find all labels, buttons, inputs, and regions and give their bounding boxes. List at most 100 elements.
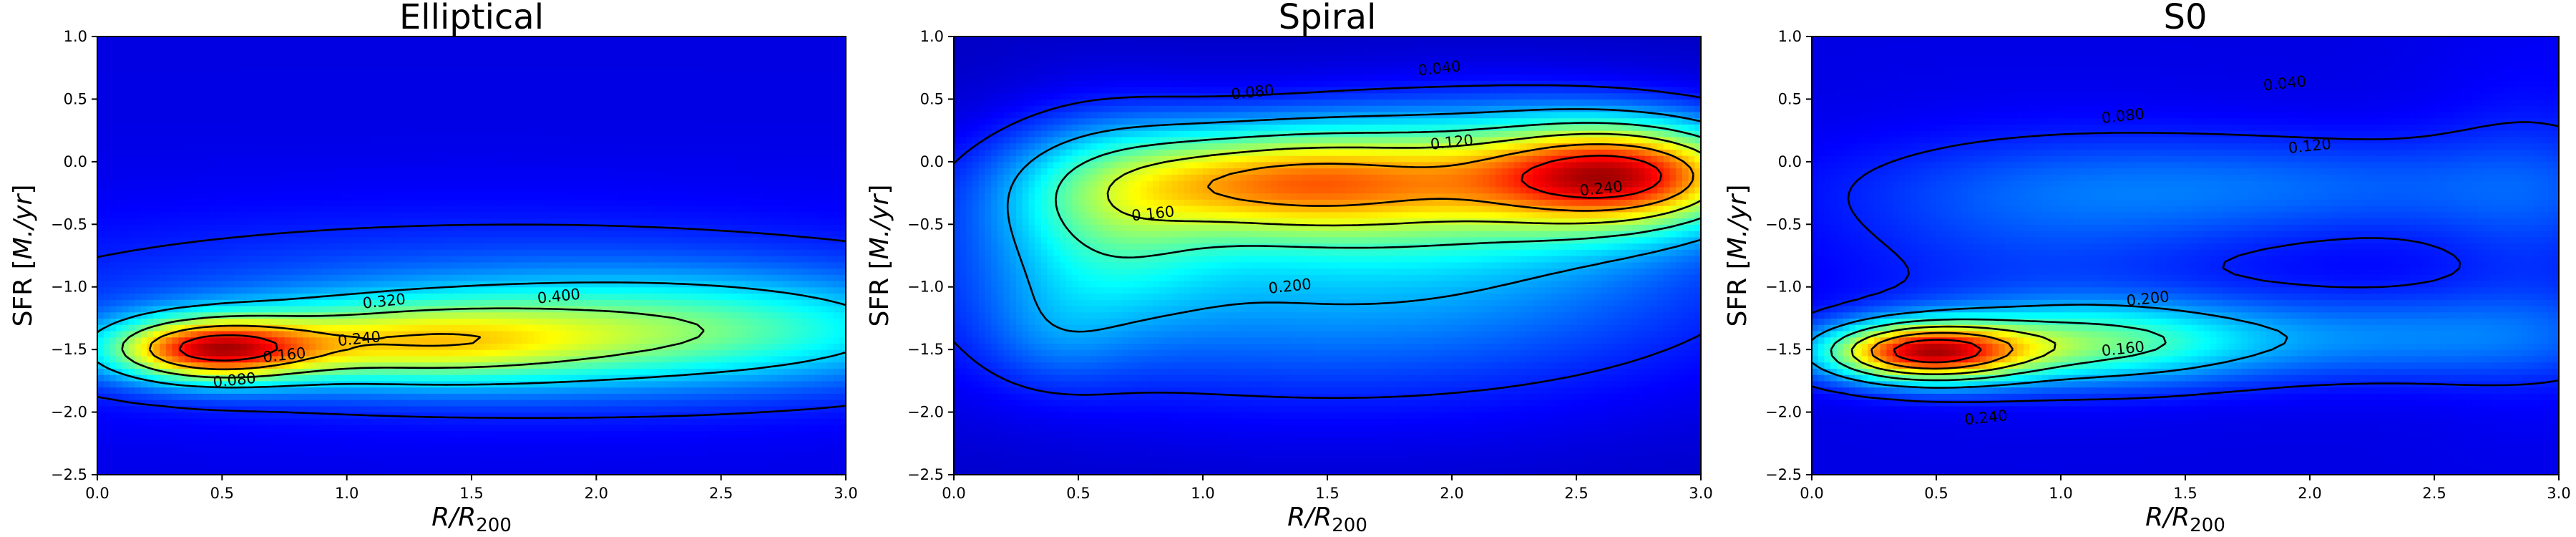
heatmap-cell	[178, 299, 185, 306]
heatmap-cell	[783, 425, 791, 432]
heatmap-cell	[353, 324, 360, 332]
heatmap-cell	[714, 243, 722, 250]
heatmap-cell	[321, 387, 329, 394]
heatmap-cell	[590, 405, 597, 413]
heatmap-cell	[821, 362, 828, 369]
heatmap-cell	[253, 355, 260, 363]
heatmap-cell	[135, 299, 142, 306]
heatmap-cell	[746, 324, 753, 332]
heatmap-cell	[116, 468, 123, 475]
heatmap-cell	[334, 211, 341, 219]
heatmap-cell	[185, 280, 192, 288]
heatmap-cell	[708, 280, 716, 288]
heatmap-cell	[228, 380, 235, 388]
heatmap-cell	[197, 443, 204, 450]
heatmap-cell	[153, 343, 160, 350]
heatmap-cell	[178, 425, 185, 432]
heatmap-cell	[602, 418, 610, 425]
heatmap-cell	[122, 362, 130, 369]
heatmap-cell	[209, 280, 217, 288]
heatmap-cell	[403, 280, 410, 288]
heatmap-cell	[316, 400, 323, 407]
heatmap-cell	[309, 236, 316, 244]
heatmap-cell	[764, 418, 771, 425]
heatmap-cell	[583, 337, 591, 344]
heatmap-cell	[440, 400, 447, 407]
heatmap-cell	[259, 405, 266, 413]
heatmap-cell	[670, 324, 678, 332]
heatmap-cell	[116, 418, 123, 425]
heatmap-cell	[683, 443, 691, 450]
heatmap-cell	[122, 412, 130, 419]
heatmap-cell	[165, 355, 173, 363]
heatmap-cell	[103, 305, 111, 313]
heatmap-cell	[259, 430, 266, 438]
heatmap-cell	[565, 412, 572, 419]
heatmap-cell	[789, 299, 796, 306]
heatmap-cell	[571, 349, 578, 357]
heatmap-cell	[814, 443, 821, 450]
heatmap-cell	[677, 393, 684, 400]
heatmap-cell	[509, 437, 516, 444]
heatmap-cell	[839, 400, 847, 407]
heatmap-cell	[552, 311, 560, 319]
heatmap-cell	[602, 393, 610, 400]
heatmap-cell	[128, 337, 135, 344]
heatmap-cell	[527, 425, 535, 432]
heatmap-cell	[833, 337, 840, 344]
heatmap-cell	[253, 418, 260, 425]
heatmap-cell	[240, 211, 248, 219]
heatmap-cell	[746, 349, 753, 357]
heatmap-cell	[334, 362, 341, 369]
heatmap-cell	[515, 418, 522, 425]
heatmap-cell	[477, 280, 485, 288]
heatmap-cell	[670, 443, 678, 450]
heatmap-cell	[571, 343, 578, 350]
heatmap-cell	[190, 443, 198, 450]
heatmap-cell	[215, 305, 223, 313]
heatmap-cell	[577, 418, 585, 425]
heatmap-cell	[284, 425, 291, 432]
heatmap-cell	[708, 425, 716, 432]
heatmap-cell	[789, 231, 796, 238]
heatmap-cell	[340, 286, 348, 294]
heatmap-cell	[627, 455, 635, 463]
heatmap-cell	[509, 324, 516, 332]
heatmap-cell	[284, 405, 291, 413]
heatmap-cell	[409, 305, 416, 313]
heatmap-cell	[122, 231, 130, 238]
heatmap-cell	[185, 286, 192, 294]
heatmap-cell	[521, 268, 529, 275]
heatmap-cell	[783, 343, 791, 350]
heatmap-cell	[296, 468, 304, 475]
heatmap-cell	[278, 400, 286, 407]
heatmap-cell	[409, 211, 416, 219]
heatmap-cell	[633, 243, 640, 250]
heatmap-cell	[477, 324, 485, 332]
heatmap-cell	[527, 318, 535, 325]
heatmap-cell	[116, 324, 123, 332]
heatmap-cell	[228, 430, 235, 438]
heatmap-cell	[801, 268, 809, 275]
heatmap-cell	[521, 236, 529, 244]
heatmap-cell	[633, 393, 640, 400]
heatmap-cell	[670, 450, 678, 457]
heatmap-cell	[197, 231, 204, 238]
heatmap-cell	[721, 362, 728, 369]
heatmap-cell	[821, 405, 828, 413]
heatmap-cell	[365, 324, 373, 332]
heatmap-cell	[627, 387, 635, 394]
heatmap-cell	[708, 462, 716, 469]
heatmap-cell	[777, 293, 784, 300]
heatmap-cell	[640, 218, 647, 225]
heatmap-cell	[135, 362, 142, 369]
heatmap-cell	[190, 355, 198, 363]
heatmap-cell	[739, 349, 747, 357]
heatmap-cell	[633, 256, 640, 263]
heatmap-cell	[247, 425, 254, 432]
heatmap-cell	[165, 393, 173, 400]
heatmap-cell	[222, 311, 229, 319]
heatmap-cell	[334, 236, 341, 244]
heatmap-cell	[109, 318, 117, 325]
heatmap-cell	[721, 299, 728, 306]
